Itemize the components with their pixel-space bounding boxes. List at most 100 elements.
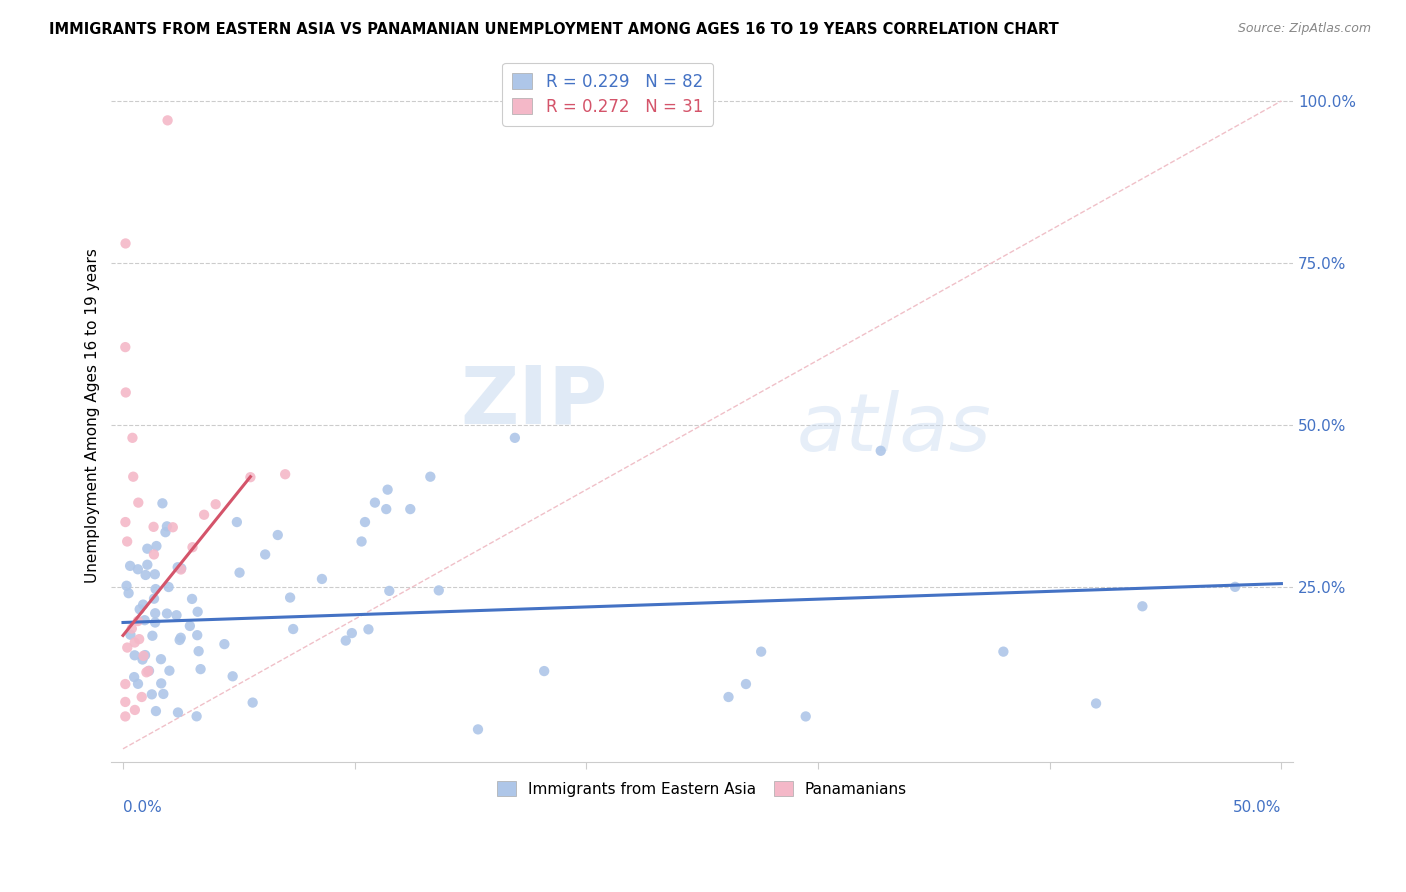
Point — [278, 591, 301, 605]
Point — [204, 497, 226, 511]
Point — [170, 561, 193, 575]
Point — [267, 528, 290, 542]
Point — [136, 558, 159, 572]
Point — [169, 632, 191, 647]
Point — [131, 690, 153, 704]
Point — [122, 469, 145, 483]
Point — [114, 236, 136, 251]
Point — [132, 598, 155, 612]
Point — [114, 709, 136, 723]
Text: IMMIGRANTS FROM EASTERN ASIA VS PANAMANIAN UNEMPLOYMENT AMONG AGES 16 TO 19 YEAR: IMMIGRANTS FROM EASTERN ASIA VS PANAMANI… — [49, 22, 1059, 37]
Point — [157, 580, 180, 594]
Point — [735, 677, 758, 691]
Point — [225, 515, 247, 529]
Point — [187, 605, 209, 619]
Point — [120, 628, 142, 642]
Point — [869, 443, 891, 458]
Point — [135, 665, 157, 680]
Point — [131, 652, 153, 666]
Point — [127, 614, 149, 628]
Point — [142, 548, 165, 562]
Point — [274, 467, 297, 482]
Point — [127, 495, 149, 509]
Point — [152, 496, 174, 510]
Point — [399, 502, 422, 516]
Point — [114, 385, 136, 400]
Legend: Immigrants from Eastern Asia, Panamanians: Immigrants from Eastern Asia, Panamanian… — [491, 775, 912, 803]
Point — [155, 525, 177, 540]
Point — [186, 709, 208, 723]
Point — [242, 696, 264, 710]
Point — [214, 637, 236, 651]
Point — [1085, 697, 1108, 711]
Point — [749, 645, 772, 659]
Text: ZIP: ZIP — [460, 362, 607, 441]
Point — [311, 572, 333, 586]
Point — [162, 520, 184, 534]
Text: atlas: atlas — [797, 390, 991, 468]
Point — [124, 648, 146, 663]
Point — [156, 519, 179, 533]
Y-axis label: Unemployment Among Ages 16 to 19 years: Unemployment Among Ages 16 to 19 years — [86, 248, 100, 582]
Point — [141, 629, 163, 643]
Point — [114, 695, 136, 709]
Point — [193, 508, 215, 522]
Point — [340, 626, 363, 640]
Point — [143, 567, 166, 582]
Point — [166, 560, 188, 574]
Point — [357, 623, 380, 637]
Point — [190, 662, 212, 676]
Point — [187, 644, 209, 658]
Point — [152, 687, 174, 701]
Point — [156, 113, 179, 128]
Point — [114, 677, 136, 691]
Point — [120, 558, 142, 573]
Point — [114, 515, 136, 529]
Point — [350, 534, 373, 549]
Point — [1223, 580, 1246, 594]
Point — [228, 566, 250, 580]
Point — [717, 690, 740, 704]
Point — [419, 469, 441, 483]
Point — [254, 548, 277, 562]
Point — [121, 622, 143, 636]
Point — [145, 704, 167, 718]
Point — [170, 631, 193, 645]
Point — [132, 648, 155, 663]
Point — [375, 502, 398, 516]
Point — [167, 706, 190, 720]
Point — [136, 541, 159, 556]
Point — [377, 483, 399, 497]
Point — [124, 635, 146, 649]
Point — [115, 534, 138, 549]
Point — [354, 515, 377, 529]
Point — [117, 640, 139, 655]
Point — [467, 723, 489, 737]
Point — [127, 677, 149, 691]
Point — [136, 664, 159, 678]
Point — [141, 687, 163, 701]
Point — [157, 664, 180, 678]
Text: 50.0%: 50.0% — [1233, 800, 1281, 815]
Point — [134, 648, 156, 662]
Point — [143, 591, 166, 606]
Point — [150, 676, 173, 690]
Point — [166, 608, 188, 623]
Point — [143, 607, 166, 621]
Point — [145, 582, 167, 596]
Text: 0.0%: 0.0% — [122, 800, 162, 815]
Point — [145, 539, 167, 553]
Point — [186, 628, 208, 642]
Point — [115, 579, 138, 593]
Point — [124, 703, 146, 717]
Text: Source: ZipAtlas.com: Source: ZipAtlas.com — [1237, 22, 1371, 36]
Point — [127, 562, 149, 576]
Point — [283, 622, 305, 636]
Point — [143, 615, 166, 630]
Point — [114, 340, 136, 354]
Point — [156, 607, 179, 621]
Point — [122, 670, 145, 684]
Point — [128, 602, 150, 616]
Point — [239, 470, 262, 484]
Point — [427, 583, 450, 598]
